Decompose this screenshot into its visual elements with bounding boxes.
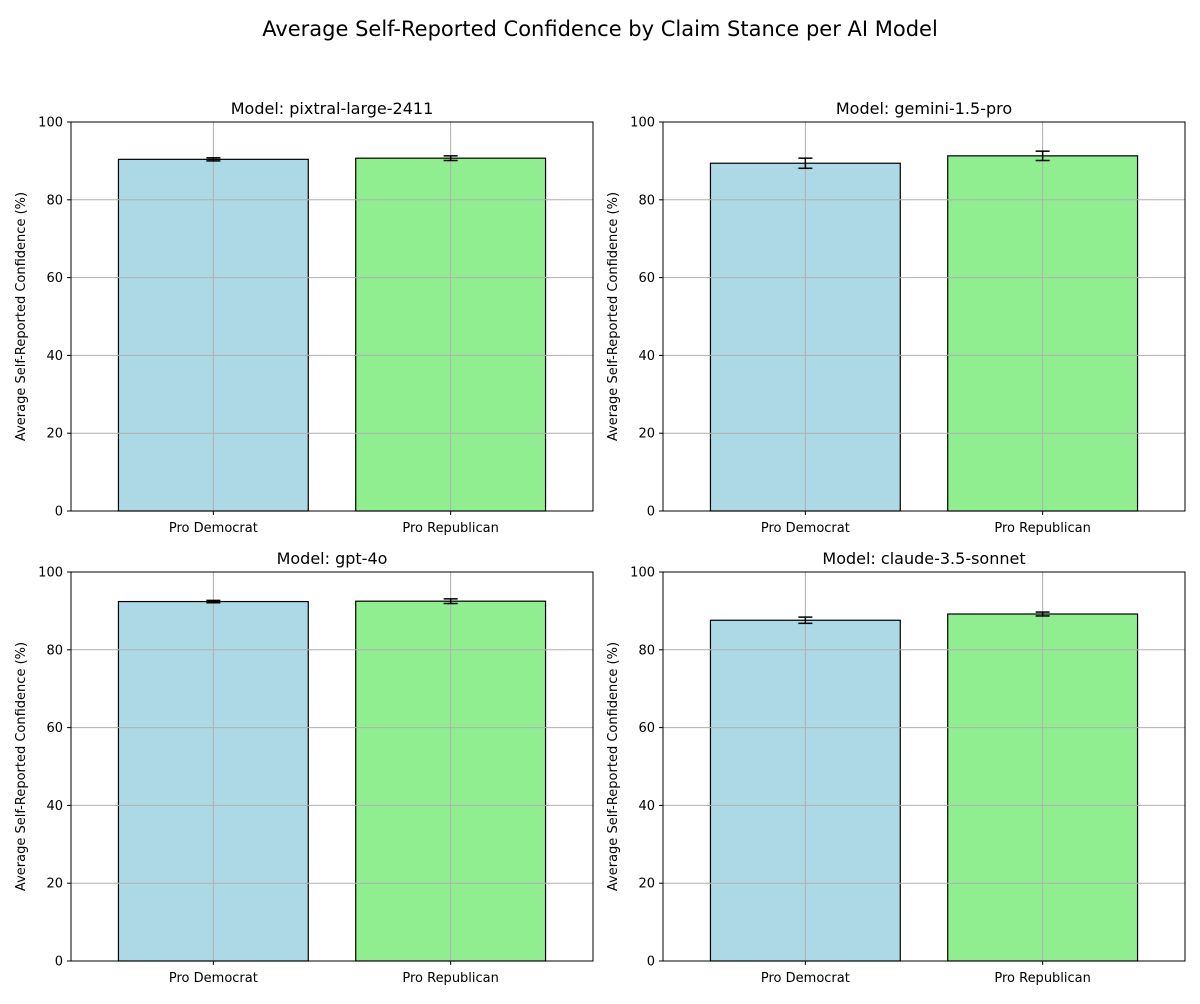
plot-frame [662,121,1186,512]
x-tick-label: Pro Republican [994,971,1091,986]
x-tick-label: Pro Democrat [169,971,258,986]
y-tick-label: 40 [46,799,63,814]
x-tick-label: Pro Republican [402,521,499,536]
plot-frame [662,571,1186,962]
x-tick-label: Pro Democrat [761,521,850,536]
subplot-title: Model: gemini-1.5-pro [836,99,1012,118]
y-tick-label: 60 [46,721,63,736]
subplot-1: 0 20 40 60 80 100 Pro Democrat Pro Republican Mo… [14,99,594,536]
y-tick-label: 80 [638,643,655,658]
y-tick-label: 0 [55,955,63,970]
y-axis-label: Average Self-Reported Confidence (%) [14,192,29,441]
y-tick-label: 20 [638,877,655,892]
subplot-3: 0 20 40 60 80 100 Pro Democrat Pro Republican Mo… [14,549,594,986]
x-tick-label: Pro Republican [402,971,499,986]
y-tick-label: 60 [638,271,655,286]
y-tick-label: 80 [46,193,63,208]
y-axis-label: Average Self-Reported Confidence (%) [14,642,29,891]
y-tick-label: 0 [647,505,655,520]
x-tick-label: Pro Democrat [761,971,850,986]
y-tick-label: 100 [630,116,655,131]
y-tick-label: 100 [38,566,63,581]
y-tick-label: 20 [638,427,655,442]
y-tick-label: 40 [638,799,655,814]
y-tick-label: 60 [46,271,63,286]
x-tick-label: Pro Democrat [169,521,258,536]
y-tick-label: 0 [647,955,655,970]
y-tick-label: 80 [638,193,655,208]
subplot-title: Model: pixtral-large-2411 [231,99,434,118]
y-axis-label: Average Self-Reported Confidence (%) [606,192,621,441]
y-tick-label: 20 [46,877,63,892]
y-axis-label: Average Self-Reported Confidence (%) [606,642,621,891]
subplot-title: Model: gpt-4o [277,549,388,568]
plot-frame [70,571,594,962]
y-tick-label: 80 [46,643,63,658]
plot-frame [70,121,594,512]
y-tick-label: 60 [638,721,655,736]
subplot-4: 0 20 40 60 80 100 Pro Democrat Pro Republican Mo… [606,549,1186,986]
x-tick-label: Pro Republican [994,521,1091,536]
y-tick-label: 40 [46,349,63,364]
y-tick-label: 100 [38,116,63,131]
subplot-2: 0 20 40 60 80 100 Pro Democrat Pro Republican Mo… [606,99,1186,536]
y-tick-label: 20 [46,427,63,442]
y-tick-label: 0 [55,505,63,520]
subplot-title: Model: claude-3.5-sonnet [822,549,1025,568]
y-tick-label: 100 [630,566,655,581]
y-tick-label: 40 [638,349,655,364]
figure-title: Average Self-Reported Confidence by Clai… [262,17,938,41]
